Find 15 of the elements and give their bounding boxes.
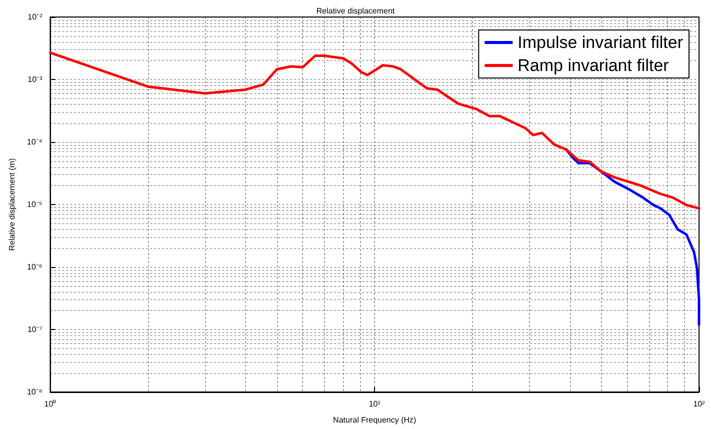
x-tick-label: 10² xyxy=(693,400,706,408)
chart-title: Relative displacement xyxy=(316,6,396,16)
legend-label: Impulse invariant filter xyxy=(518,33,684,52)
y-tick-label: 10⁻⁷ xyxy=(27,325,42,334)
y-tick-label: 10⁻⁴ xyxy=(26,138,43,146)
x-tick-label: 10⁰ xyxy=(44,400,56,408)
x-axis-title: Natural Frequency (Hz) xyxy=(333,416,417,424)
y-tick-label: 10⁻⁸ xyxy=(26,388,42,396)
y-tick-label: 10⁻⁵ xyxy=(27,200,42,209)
y-tick-label: 10⁻⁶ xyxy=(27,262,42,272)
y-axis-title: Relative displacement (m) xyxy=(8,158,16,251)
legend-label: Ramp invariant filter xyxy=(518,56,670,75)
x-tick-label: 10¹ xyxy=(368,400,381,408)
y-tick-label: 10⁻² xyxy=(28,12,43,22)
y-tick-label: 10⁻³ xyxy=(28,75,43,84)
